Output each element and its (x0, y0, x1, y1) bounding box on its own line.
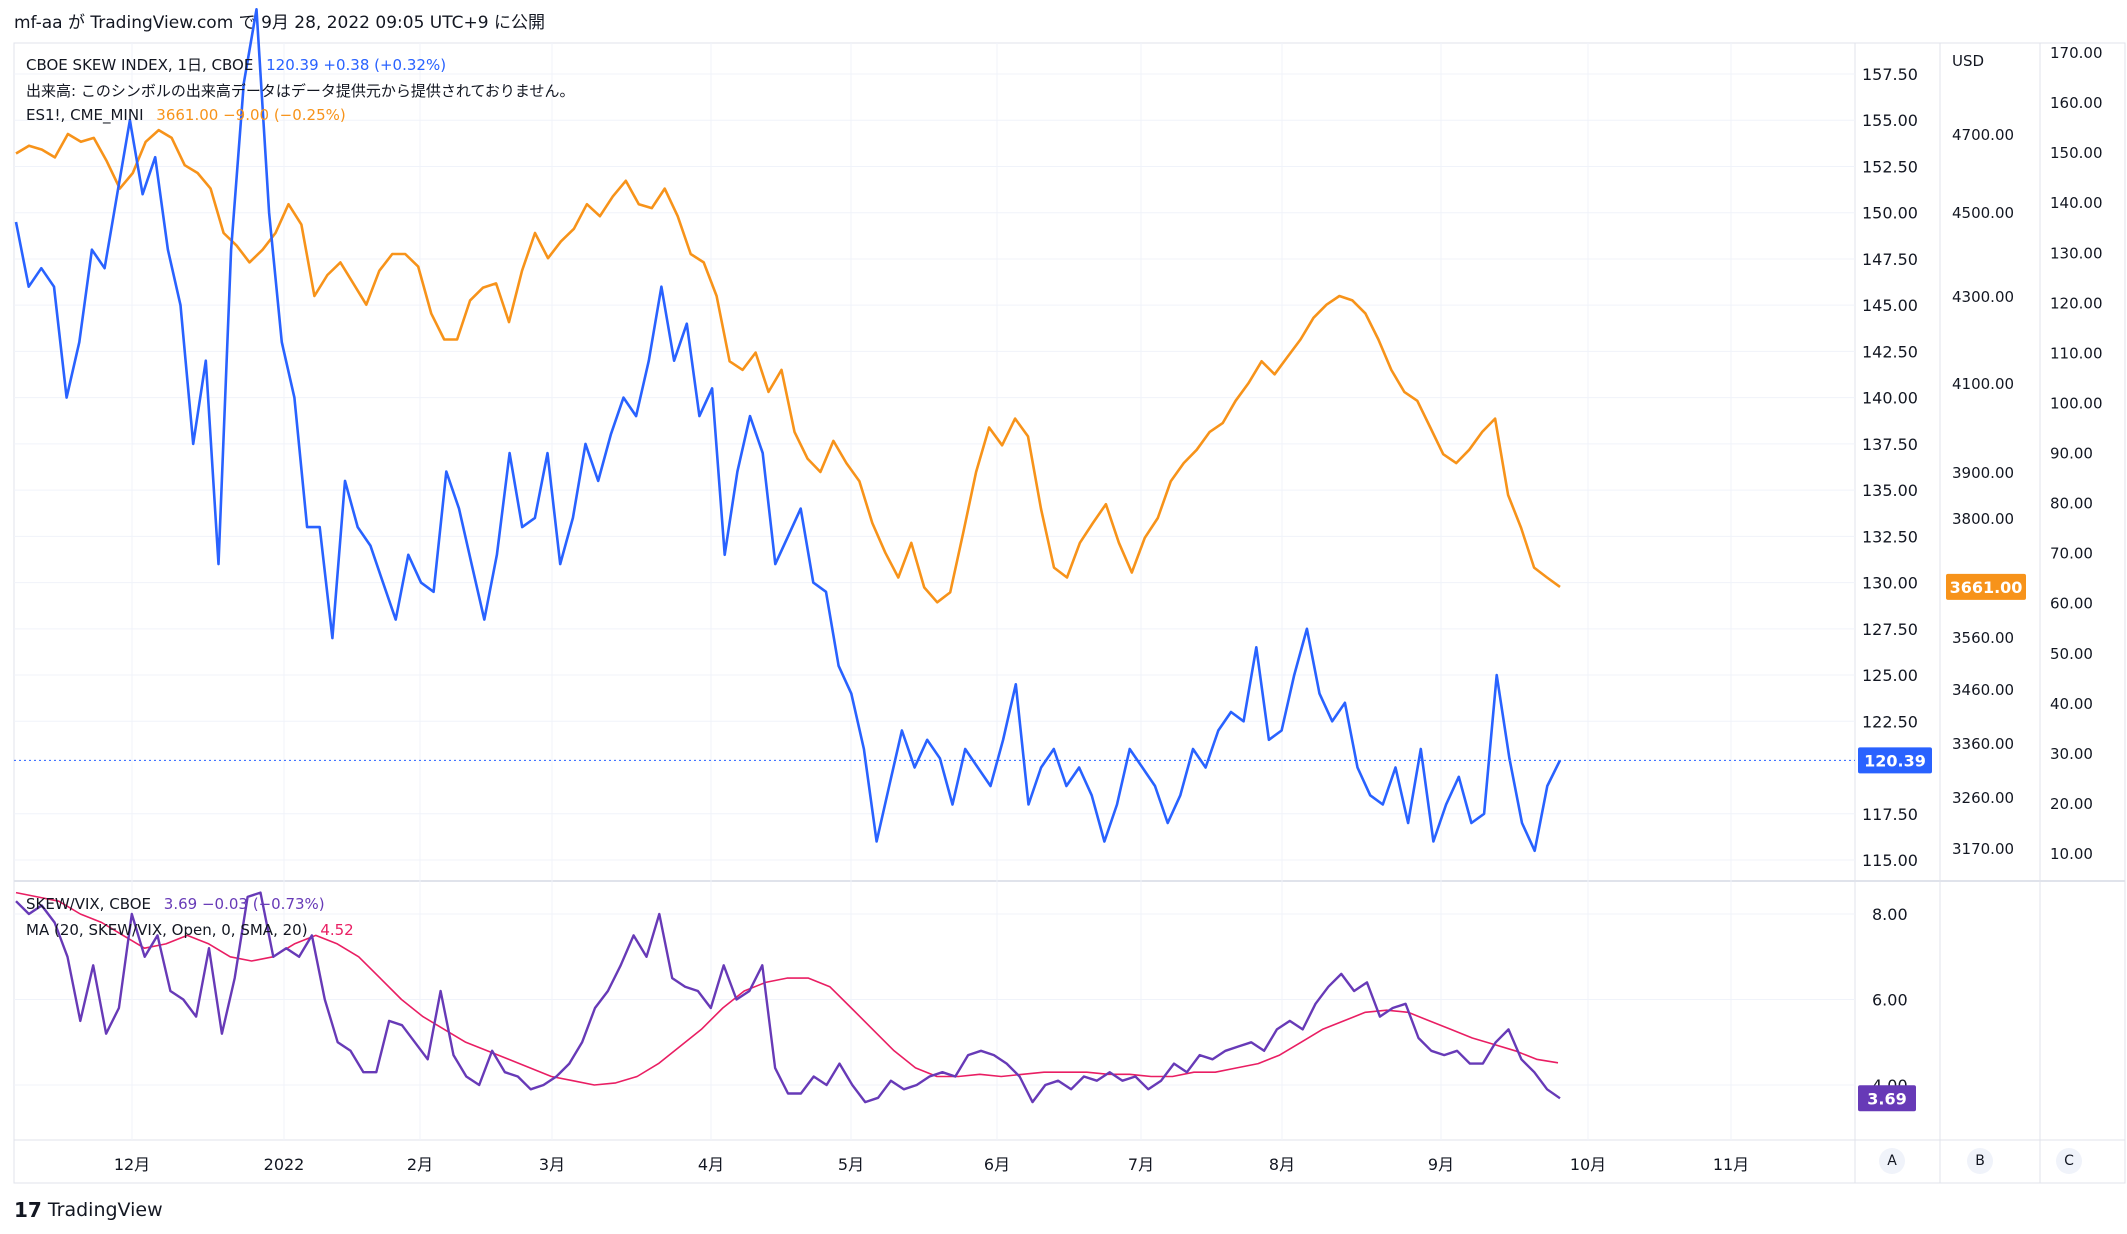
ma-legend-name: MA (20, SKEW/VIX, Open, 0, SMA, 20) (26, 921, 308, 939)
right-tick-label: 160.00 (2050, 94, 2103, 112)
skew-tick-label: 140.00 (1862, 389, 1918, 408)
time-tick-label: 12月 (114, 1155, 150, 1174)
es-price-badge: 3661.00 (1950, 578, 2023, 597)
es-legend-value: 3661.00 (156, 106, 219, 124)
time-tick-label: 2022 (264, 1155, 305, 1174)
right-tick-label: 30.00 (2050, 745, 2093, 763)
skew-tick-label: 130.00 (1862, 574, 1918, 593)
es-tick-label: 3360.00 (1952, 735, 2014, 753)
skew-tick-label: 150.00 (1862, 204, 1918, 223)
publish-header: mf-aa が TradingView.com で 9月 28, 2022 09… (14, 13, 545, 33)
es-tick-label: 4300.00 (1952, 288, 2014, 306)
ratio-price-badge-bg (1858, 1085, 1916, 1112)
skew-legend-name: CBOE SKEW INDEX, 1日, CBOE (26, 56, 254, 74)
skew-tick-label: 152.50 (1862, 157, 1918, 176)
ma-legend-value: 4.52 (320, 921, 354, 939)
es-tick-label: 4500.00 (1952, 204, 2014, 222)
skew-tick-label: 125.00 (1862, 666, 1918, 685)
skew-tick-label: 132.50 (1862, 527, 1918, 546)
right-tick-label: 50.00 (2050, 645, 2093, 663)
ratio-legend[interactable]: SKEW/VIX, CBOE 3.69 −0.03 (−0.73%) (26, 895, 325, 913)
right-tick-label: 170.00 (2050, 44, 2103, 62)
skew-tick-label: 135.00 (1862, 481, 1918, 500)
es-legend-change: −9.00 (−0.25%) (223, 106, 346, 124)
time-tick-label: 3月 (539, 1155, 565, 1174)
ratio-series-line (15, 891, 1561, 1104)
es-price-badge-bg (1946, 573, 2026, 600)
es-tick-label: 3560.00 (1952, 629, 2014, 647)
skew-series-line (14, 8, 1562, 853)
skew-legend-value: 120.39 (266, 56, 319, 74)
es-tick-label: 4700.00 (1952, 126, 2014, 144)
outer-frame (13, 42, 2126, 1184)
skew-legend-change: +0.38 (+0.32%) (323, 56, 447, 74)
skew-tick-label: 137.50 (1862, 435, 1918, 454)
axis-button-b[interactable]: B (1967, 1148, 1993, 1174)
skew-tick-label: 127.50 (1862, 620, 1918, 639)
skew-tick-label: 142.50 (1862, 342, 1918, 361)
ratio-legend-change: −0.03 (−0.73%) (201, 895, 325, 913)
skew-price-badge: 120.39 (1864, 751, 1926, 770)
right-tick-label: 20.00 (2050, 795, 2093, 813)
skew-legend[interactable]: CBOE SKEW INDEX, 1日, CBOE 120.39 +0.38 (… (26, 54, 446, 75)
right-tick-label: 90.00 (2050, 445, 2093, 463)
chart-frame (13, 42, 2126, 1184)
footer-brand[interactable]: 17 TradingView (14, 1198, 163, 1222)
es-tick-label: 3800.00 (1952, 510, 2014, 528)
time-tick-label: 2月 (407, 1155, 433, 1174)
footer-brand-label: TradingView (47, 1199, 163, 1221)
time-tick-label: 9月 (1428, 1155, 1454, 1174)
series-lines (14, 8, 1855, 1104)
tradingview-logo-icon: 17 (14, 1198, 42, 1222)
es-tick-label: 3460.00 (1952, 681, 2014, 699)
skew-tick-label: 157.50 (1862, 65, 1918, 84)
time-tick-label: 4月 (698, 1155, 724, 1174)
time-tick-label: 11月 (1713, 1155, 1749, 1174)
es-tick-label: 4100.00 (1952, 375, 2014, 393)
time-tick-label: 8月 (1269, 1155, 1295, 1174)
ratio-tick-label: 8.00 (1872, 905, 1908, 924)
right-tick-label: 40.00 (2050, 695, 2093, 713)
skew-tick-label: 122.50 (1862, 712, 1918, 731)
ratio-legend-name: SKEW/VIX, CBOE (26, 895, 152, 913)
right-tick-label: 80.00 (2050, 495, 2093, 513)
axis-button-a[interactable]: A (1879, 1148, 1905, 1174)
skew-tick-label: 147.50 (1862, 250, 1918, 269)
right-tick-label: 130.00 (2050, 244, 2103, 262)
currency-label: USD (1952, 52, 1984, 70)
right-tick-label: 100.00 (2050, 394, 2103, 412)
right-tick-label: 60.00 (2050, 595, 2093, 613)
right-tick-label: 110.00 (2050, 344, 2103, 362)
skew-tick-label: 115.00 (1862, 851, 1918, 870)
right-tick-label: 10.00 (2050, 845, 2093, 863)
es-legend[interactable]: ES1!, CME_MINI 3661.00 −9.00 (−0.25%) (26, 106, 346, 124)
ma-legend[interactable]: MA (20, SKEW/VIX, Open, 0, SMA, 20) 4.52 (26, 921, 354, 939)
time-tick-label: 5月 (838, 1155, 864, 1174)
price-badges: 3661.00 120.39 3.69 (1858, 573, 2026, 1112)
time-tick-label: 7月 (1128, 1155, 1154, 1174)
es-legend-name: ES1!, CME_MINI (26, 106, 144, 124)
ratio-price-badge: 3.69 (1867, 1089, 1906, 1108)
volume-note: 出来高: このシンボルの出来高データはデータ提供元から提供されておりません。 (26, 82, 575, 100)
axes: 157.50 155.00 152.50 150.00 147.50 145.00 142.… (114, 44, 2103, 1174)
grid-lines (14, 43, 1855, 1140)
ratio-tick-label: 6.00 (1872, 991, 1908, 1010)
skew-tick-label: 145.00 (1862, 296, 1918, 315)
es-series-line (15, 128, 1561, 604)
ratio-legend-value: 3.69 (163, 895, 198, 913)
time-tick-label: 6月 (984, 1155, 1010, 1174)
skew-tick-label: 155.00 (1862, 111, 1918, 130)
right-tick-label: 140.00 (2050, 194, 2103, 212)
right-tick-label: 70.00 (2050, 545, 2093, 563)
axis-button-c[interactable]: C (2056, 1148, 2082, 1174)
skew-price-badge-bg (1858, 747, 1932, 774)
es-tick-label: 3260.00 (1952, 789, 2014, 807)
time-tick-label: 10月 (1570, 1155, 1606, 1174)
skew-tick-label: 117.50 (1862, 805, 1918, 824)
es-tick-label: 3900.00 (1952, 464, 2014, 482)
right-tick-label: 150.00 (2050, 144, 2103, 162)
right-tick-label: 120.00 (2050, 294, 2103, 312)
es-tick-label: 3170.00 (1952, 840, 2014, 858)
